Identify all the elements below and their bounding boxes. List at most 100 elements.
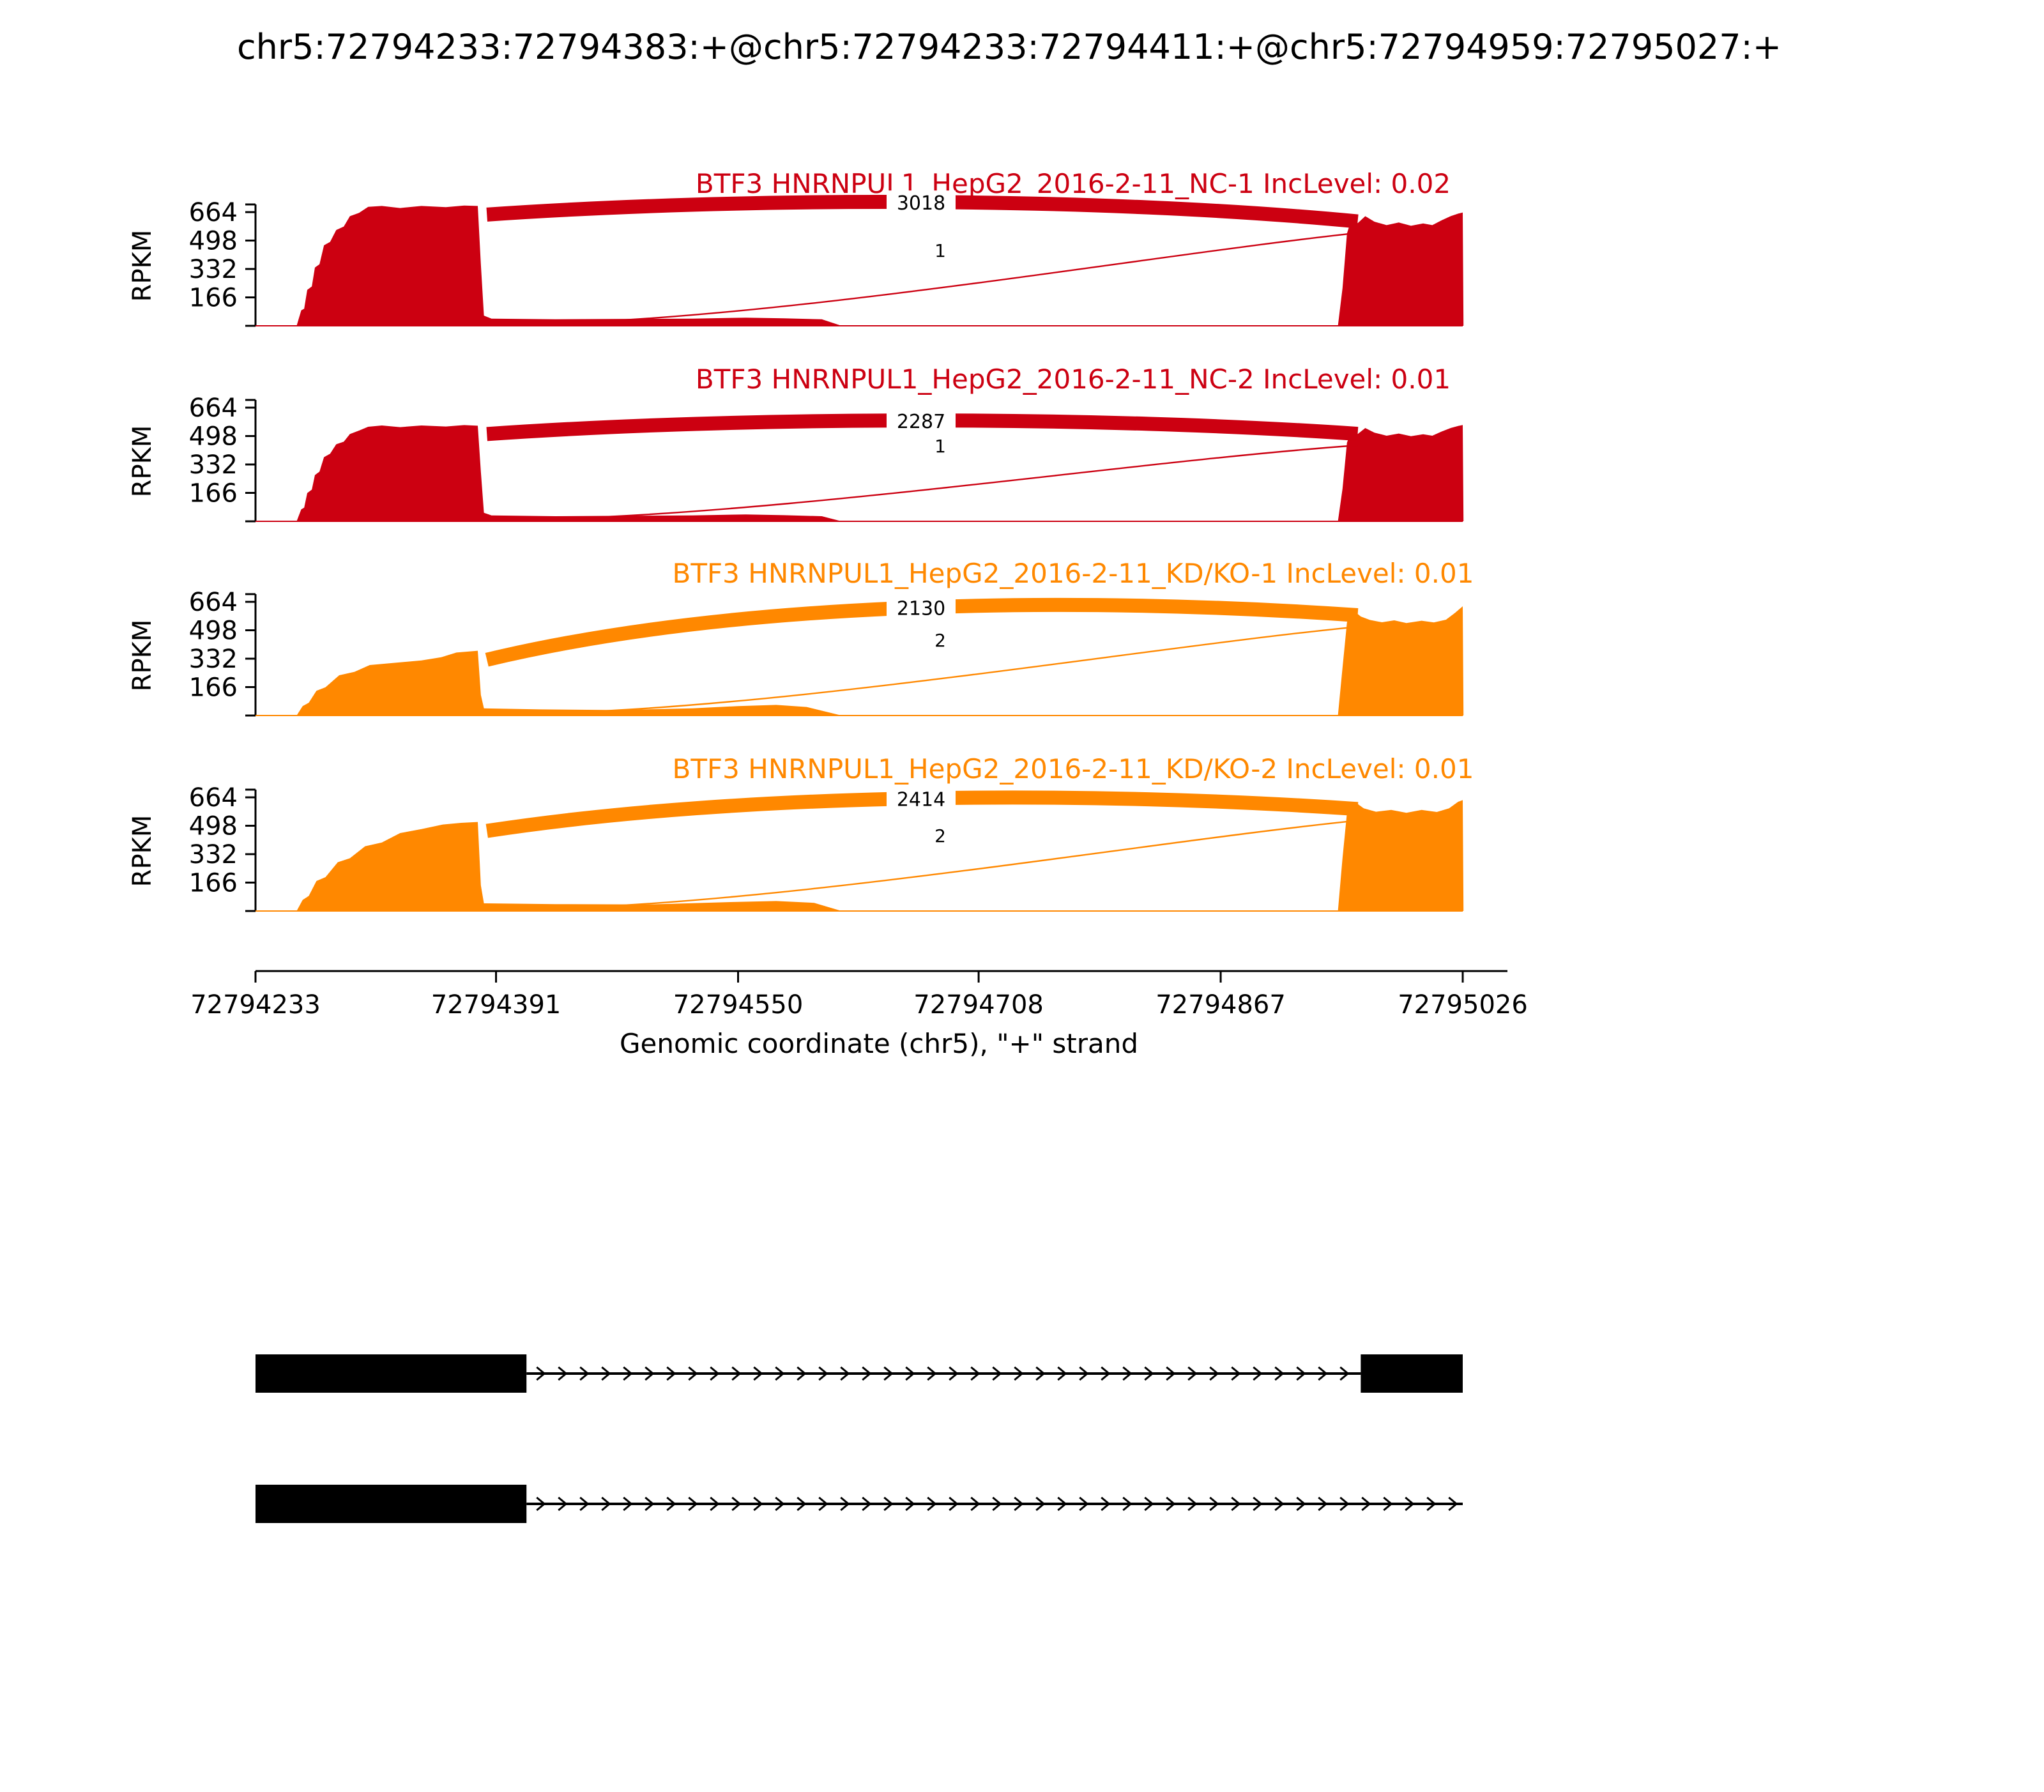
junction-count-bg xyxy=(887,409,956,434)
junction-arc-thin xyxy=(529,232,1358,325)
y-tick-label: 332 xyxy=(189,255,238,284)
strand-arrow-icon xyxy=(1339,1496,1350,1512)
junction-count: 2287 xyxy=(897,411,945,433)
x-axis-label: Genomic coordinate (chr5), "+" strand xyxy=(620,1028,1138,1059)
strand-arrow-icon xyxy=(536,1496,546,1512)
x-axis: 72794233 72794391 72794550 72794708 72794867… xyxy=(190,970,1528,1020)
strand-arrow-icon xyxy=(1057,1496,1067,1512)
strand-arrow-icon xyxy=(731,1366,742,1381)
strand-arrow-icon xyxy=(1426,1496,1437,1512)
y-tick-label: 664 xyxy=(189,198,238,227)
strand-arrow-icon xyxy=(601,1496,611,1512)
strand-arrow-icon xyxy=(1318,1366,1328,1381)
strand-arrow-icon xyxy=(862,1496,872,1512)
sashimi-track: BTF3 HNRNPUL1_HepG2_2016-2-11_NC-2 IncLe… xyxy=(128,364,1464,523)
strand-arrow-icon xyxy=(775,1496,785,1512)
junction-count: 1 xyxy=(934,436,946,457)
sashimi-track: BTF3 HNRNPUL1_HepG2_2016-2-11_NC-1 IncLe… xyxy=(128,168,1464,327)
junction-arc-thin xyxy=(529,444,1358,521)
strand-arrow-icon xyxy=(1187,1496,1198,1512)
strand-arrow-icon xyxy=(970,1496,980,1512)
strand-arrow-icon xyxy=(1296,1366,1306,1381)
y-tick-label: 332 xyxy=(189,840,238,869)
junction-arc-thin xyxy=(529,625,1358,715)
sashimi-track: BTF3 HNRNPUL1_HepG2_2016-2-11_KD/KO-1 In… xyxy=(128,558,1474,717)
exon-box xyxy=(256,1485,527,1523)
coverage-area xyxy=(296,800,1464,911)
x-tick-label: 72794550 xyxy=(673,990,804,1020)
strand-arrow-icon xyxy=(688,1366,698,1381)
junction-arc-thin xyxy=(529,820,1358,910)
y-tick-label: 166 xyxy=(189,673,238,703)
isoform-row xyxy=(256,1485,1463,1523)
strand-arrow-icon xyxy=(1231,1496,1241,1512)
strand-arrow-icon xyxy=(840,1366,850,1381)
strand-arrow-icon xyxy=(1209,1366,1219,1381)
y-axis-title: RPKM xyxy=(128,620,157,692)
strand-arrow-icon xyxy=(1057,1366,1067,1381)
x-tick-label: 72794233 xyxy=(190,990,321,1020)
strand-arrow-icon xyxy=(1405,1496,1415,1512)
junction-count: 2414 xyxy=(897,789,945,811)
strand-arrow-icon xyxy=(1448,1496,1458,1512)
junction-count-bg xyxy=(887,786,956,811)
strand-arrow-icon xyxy=(753,1366,763,1381)
strand-arrow-icon xyxy=(1144,1366,1154,1381)
strand-arrow-icon xyxy=(1122,1496,1133,1512)
strand-arrow-icon xyxy=(1122,1366,1133,1381)
strand-arrow-icon xyxy=(927,1496,937,1512)
track-title: BTF3 HNRNPUL1_HepG2_2016-2-11_KD/KO-1 In… xyxy=(673,558,1474,589)
x-tick-label: 72794391 xyxy=(431,990,561,1020)
junction-count: 2130 xyxy=(897,598,945,620)
strand-arrow-icon xyxy=(1274,1366,1285,1381)
strand-arrow-icon xyxy=(1101,1366,1111,1381)
exon-box xyxy=(1361,1354,1463,1393)
junction-count: 2 xyxy=(934,630,946,651)
sashimi-track: BTF3 HNRNPUL1_HepG2_2016-2-11_KD/KO-2 In… xyxy=(128,753,1474,912)
y-axis-title: RPKM xyxy=(128,815,157,887)
strand-arrow-icon xyxy=(818,1496,828,1512)
strand-arrow-icon xyxy=(949,1366,959,1381)
strand-arrow-icon xyxy=(1079,1496,1089,1512)
strand-arrow-icon xyxy=(1318,1496,1328,1512)
y-tick-label: 498 xyxy=(189,422,238,452)
strand-arrow-icon xyxy=(818,1366,828,1381)
strand-arrow-icon xyxy=(1035,1496,1046,1512)
junction-count: 3018 xyxy=(897,192,945,215)
junction-count-bg xyxy=(887,595,956,620)
strand-arrow-icon xyxy=(601,1366,611,1381)
isoform-row xyxy=(256,1354,1463,1393)
strand-arrow-icon xyxy=(992,1496,1002,1512)
junction-count-bg xyxy=(929,824,952,846)
figure-title: chr5:72794233:72794383:+@chr5:72794233:7… xyxy=(237,27,1781,67)
y-tick-label: 332 xyxy=(189,645,238,674)
y-tick-label: 332 xyxy=(189,450,238,480)
strand-arrow-icon xyxy=(558,1366,568,1381)
y-tick-label: 664 xyxy=(189,588,238,617)
strand-arrow-icon xyxy=(1144,1496,1154,1512)
strand-arrow-icon xyxy=(927,1366,937,1381)
strand-arrow-icon xyxy=(1014,1366,1024,1381)
strand-arrow-icon xyxy=(1035,1366,1046,1381)
junction-count-bg xyxy=(929,629,952,650)
strand-arrow-icon xyxy=(644,1366,655,1381)
coverage-area xyxy=(296,606,1464,716)
track-title: BTF3 HNRNPUL1_HepG2_2016-2-11_KD/KO-2 In… xyxy=(673,753,1474,785)
strand-arrow-icon xyxy=(1274,1496,1285,1512)
strand-arrow-icon xyxy=(536,1366,546,1381)
junction-count: 2 xyxy=(934,825,946,846)
strand-arrow-icon xyxy=(1253,1496,1263,1512)
coverage-area xyxy=(296,425,1464,521)
y-tick-label: 166 xyxy=(189,479,238,509)
strand-arrow-icon xyxy=(905,1366,915,1381)
x-tick-label: 72794867 xyxy=(1155,990,1286,1020)
strand-arrow-icon xyxy=(623,1496,633,1512)
strand-arrow-icon xyxy=(840,1496,850,1512)
strand-arrow-icon xyxy=(1101,1496,1111,1512)
strand-arrow-icon xyxy=(905,1496,915,1512)
y-tick-label: 498 xyxy=(189,812,238,841)
strand-arrow-icon xyxy=(797,1366,807,1381)
strand-arrow-icon xyxy=(579,1366,590,1381)
